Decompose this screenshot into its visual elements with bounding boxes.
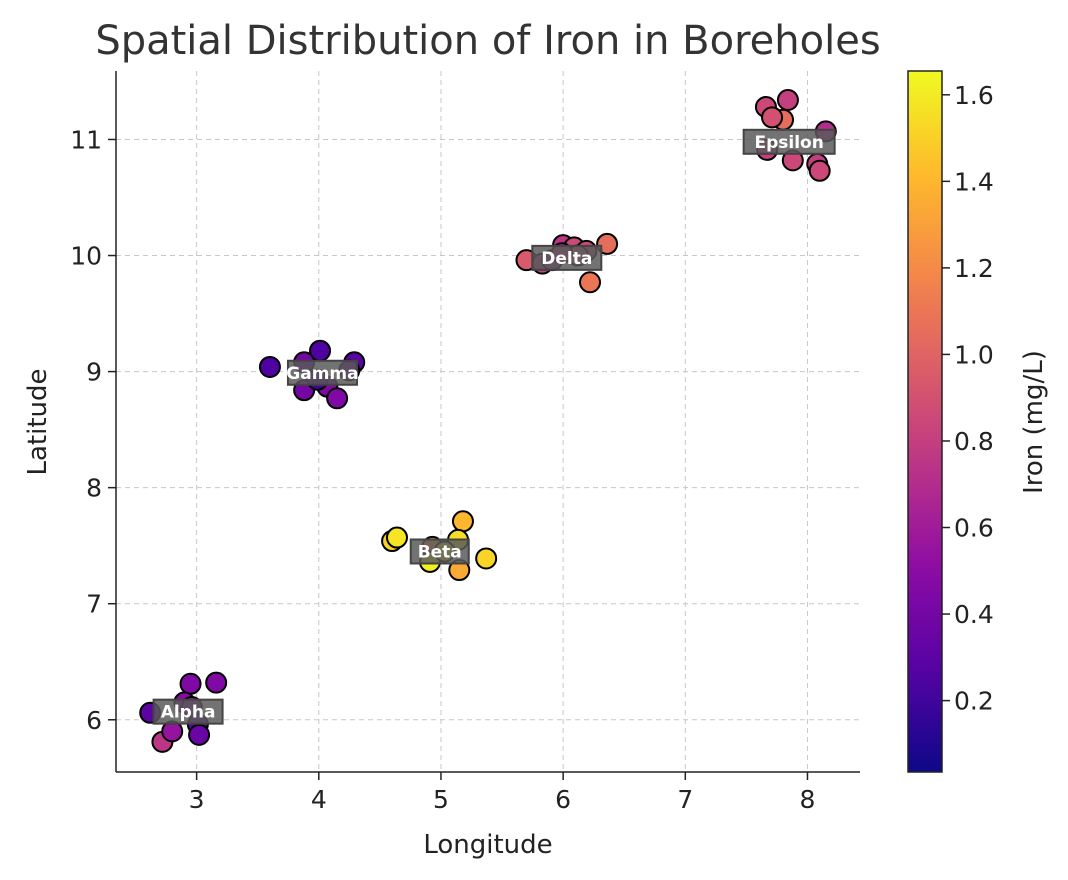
axes: 3 4 5 6 7 8 6 7 8 9 10 11 [70, 71, 860, 814]
colorbar-label: Iron (mg/L) [1019, 350, 1049, 494]
data-point [205, 671, 228, 694]
data-point [188, 723, 211, 746]
x-tick-label: 8 [800, 785, 816, 814]
points [139, 89, 837, 753]
data-point [385, 526, 408, 549]
cluster-label-text: Gamma [286, 364, 358, 384]
data-point [776, 89, 799, 112]
data-point [579, 271, 602, 294]
x-tick-label: 6 [555, 785, 571, 814]
cluster-label: Beta [409, 538, 470, 565]
colorbar-bar [907, 70, 943, 773]
grid [116, 71, 860, 772]
data-point [808, 159, 831, 182]
colorbar-tick-label: 0.6 [954, 514, 994, 543]
data-point [451, 510, 474, 533]
cluster-label: Alpha [152, 698, 224, 725]
colorbar-tick-label: 0.4 [954, 600, 994, 629]
cluster-label: Delta [531, 244, 603, 271]
colorbar-tick-label: 1.0 [954, 340, 994, 369]
y-tick-label: 10 [70, 242, 102, 271]
data-point [326, 387, 349, 410]
colorbar: 0.2 0.4 0.6 0.8 1.0 1.2 1.4 1.6 [907, 70, 994, 773]
y-tick-label: 7 [86, 590, 102, 619]
x-tick-label: 3 [189, 785, 205, 814]
cluster-label-box [152, 698, 224, 725]
cluster-label: Epsilon [742, 128, 836, 155]
cluster-label-text: Delta [541, 249, 592, 269]
x-axis-label: Longitude [423, 830, 552, 860]
cluster-label-text: Beta [418, 542, 462, 562]
data-point [761, 106, 784, 129]
cluster-label-box [531, 244, 603, 271]
colorbar-tick-label: 1.6 [954, 81, 994, 110]
colorbar-tick-label: 0.2 [954, 687, 994, 716]
cluster-label-box [286, 359, 358, 386]
cluster-label-box [742, 128, 836, 155]
colorbar-tick-label: 0.8 [954, 427, 994, 456]
data-point [475, 547, 498, 570]
y-tick-label: 8 [86, 474, 102, 503]
cluster-labels: Alpha Gamma Beta Delta Epsilon [152, 128, 836, 725]
y-tick-label: 6 [86, 706, 102, 735]
cluster-label-box [409, 538, 470, 565]
cluster-label-text: Alpha [161, 703, 216, 723]
colorbar-tick-label: 1.2 [954, 254, 994, 283]
chart-title: Spatial Distribution of Iron in Borehole… [95, 18, 880, 64]
y-axis-label: Latitude [23, 368, 53, 475]
x-tick-label: 4 [311, 785, 327, 814]
y-tick-label: 11 [70, 125, 102, 154]
cluster-label-text: Epsilon [754, 133, 823, 153]
x-tick-label: 7 [677, 785, 693, 814]
colorbar-tick-label: 1.4 [954, 167, 994, 196]
cluster-label: Gamma [286, 359, 359, 386]
y-tick-label: 9 [86, 358, 102, 387]
data-point [179, 672, 202, 695]
data-point [258, 355, 281, 378]
x-tick-label: 5 [433, 785, 449, 814]
